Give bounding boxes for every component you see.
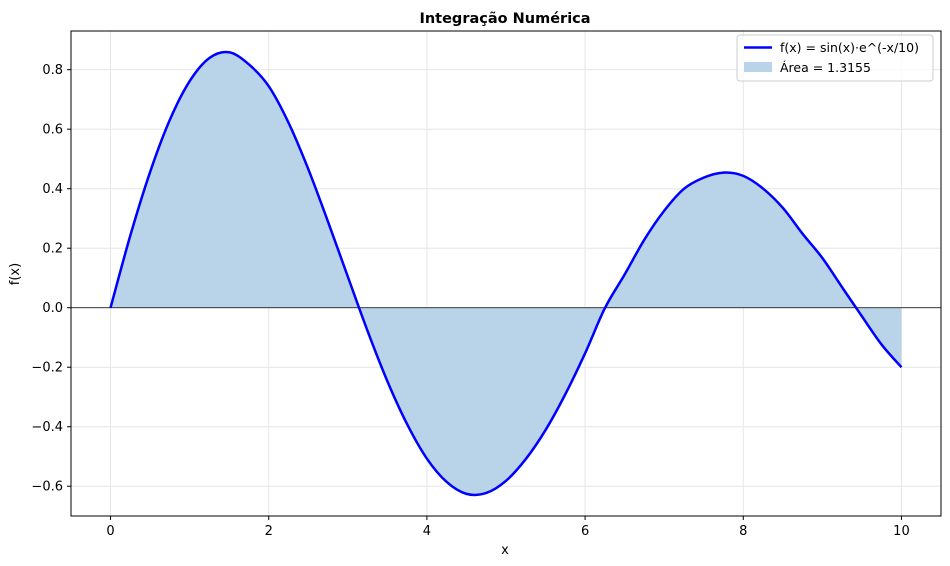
- y-tick-label: −0.2: [31, 361, 63, 376]
- x-tick-label: 2: [265, 524, 273, 539]
- chart-title: Integração Numérica: [419, 11, 590, 27]
- y-tick-label: 0.8: [42, 63, 63, 78]
- x-tick-label: 10: [893, 524, 910, 539]
- y-tick-label: −0.4: [31, 420, 63, 435]
- y-tick-label: 0.2: [42, 242, 63, 257]
- area-fill-path: [110, 51, 902, 495]
- x-axis-label: x: [501, 543, 509, 558]
- series-line-path: [109, 50, 903, 497]
- series-line: [109, 50, 903, 497]
- x-tick-label: 6: [581, 524, 589, 539]
- legend-area-swatch: [744, 62, 772, 72]
- y-tick-label: 0.6: [42, 123, 63, 138]
- x-tick-label: 4: [423, 524, 431, 539]
- y-tick-label: −0.6: [31, 480, 63, 495]
- axes: [70, 30, 942, 517]
- area-fill: [110, 51, 902, 495]
- legend: f(x) = sin(x)·e^(-x/10) Área = 1.3155: [736, 34, 934, 82]
- y-axis-label: f(x): [8, 263, 23, 285]
- y-tick-label: 0.0: [42, 301, 63, 316]
- x-tick-label: 8: [739, 524, 747, 539]
- legend-line-label: f(x) = sin(x)·e^(-x/10): [780, 40, 919, 55]
- y-tick-label: 0.4: [42, 182, 63, 197]
- plot-frame: [70, 30, 942, 517]
- legend-box: [736, 34, 934, 82]
- ticks: 0 2 4 6 8 10 −0.6 −0.4 −0.2 0.0 0.2 0.4 0.6 0.8: [31, 63, 909, 539]
- legend-area-label: Área = 1.3155: [780, 60, 871, 75]
- x-tick-label: 0: [106, 524, 114, 539]
